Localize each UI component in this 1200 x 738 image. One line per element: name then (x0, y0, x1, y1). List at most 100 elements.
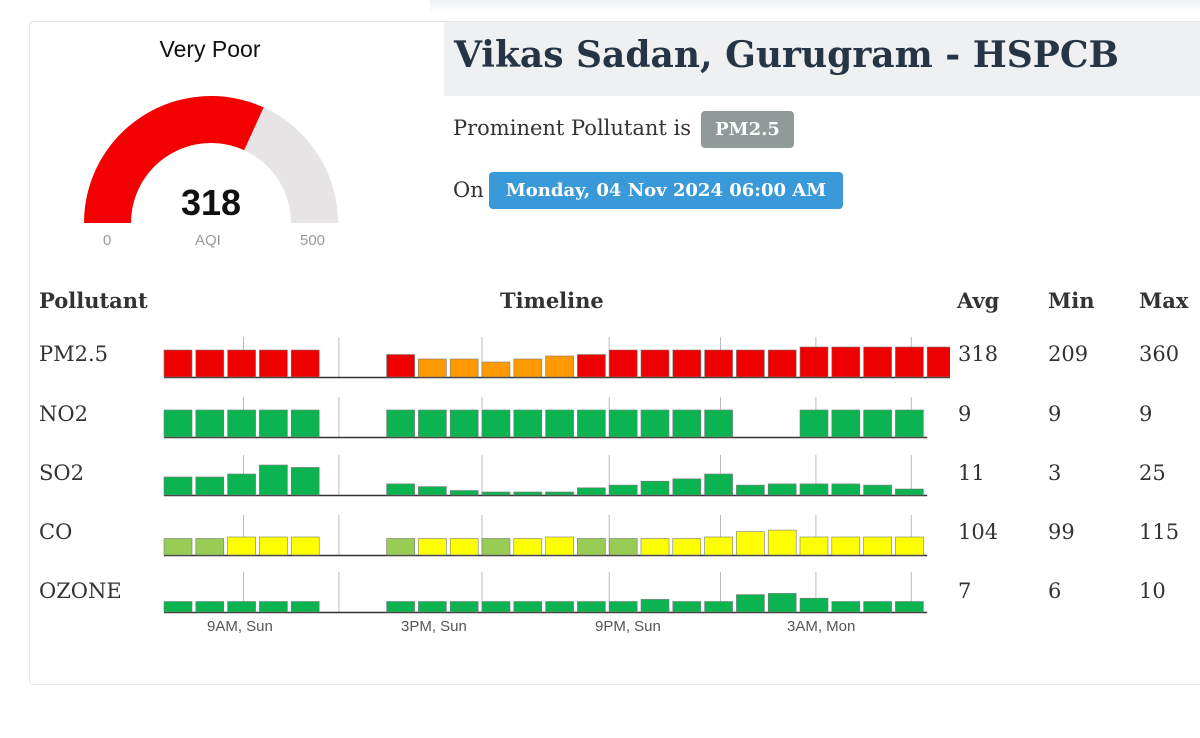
pm25-bar[interactable] (767, 349, 797, 378)
co-bar[interactable] (513, 538, 543, 556)
pm25-bar[interactable] (704, 349, 733, 378)
pm25-bar[interactable] (863, 346, 892, 378)
ozone-bar[interactable] (736, 594, 765, 613)
co-bar[interactable] (736, 531, 765, 556)
so2-bar[interactable] (513, 491, 543, 496)
co-bar[interactable] (163, 538, 193, 556)
pm25-bar[interactable] (449, 358, 479, 378)
ozone-bar[interactable] (290, 601, 320, 613)
pm25-bar[interactable] (386, 354, 415, 378)
co-bar[interactable] (608, 538, 638, 556)
no2-bar[interactable] (386, 409, 415, 438)
so2-bar[interactable] (577, 487, 606, 496)
pm25-bar[interactable] (736, 349, 765, 378)
pm25-bar[interactable] (831, 346, 861, 378)
no2-bar[interactable] (799, 409, 829, 438)
so2-bar[interactable] (195, 476, 225, 496)
co-bar[interactable] (227, 536, 256, 556)
ozone-bar[interactable] (577, 601, 606, 613)
ozone-bar[interactable] (418, 601, 447, 613)
ozone-bar[interactable] (799, 597, 829, 613)
co-bar[interactable] (767, 529, 797, 556)
no2-bar[interactable] (227, 409, 256, 438)
no2-bar[interactable] (640, 409, 670, 438)
ozone-bar[interactable] (163, 601, 193, 613)
no2-bar[interactable] (608, 409, 638, 438)
pm25-bar[interactable] (481, 361, 511, 378)
co-bar[interactable] (290, 536, 320, 556)
co-bar[interactable] (449, 538, 479, 556)
ozone-bar[interactable] (640, 599, 670, 613)
so2-bar[interactable] (163, 476, 193, 496)
co-bar[interactable] (799, 536, 829, 556)
no2-bar[interactable] (704, 409, 733, 438)
so2-bar[interactable] (545, 491, 574, 496)
pm25-bar[interactable] (163, 349, 193, 378)
ozone-bar[interactable] (608, 601, 638, 613)
co-bar[interactable] (418, 538, 447, 556)
co-bar[interactable] (481, 538, 511, 556)
so2-bar[interactable] (608, 484, 638, 496)
ozone-bar[interactable] (704, 601, 733, 613)
so2-bar[interactable] (227, 473, 256, 496)
so2-bar[interactable] (386, 483, 415, 496)
pm25-bar[interactable] (259, 349, 288, 378)
so2-bar[interactable] (449, 490, 479, 496)
so2-bar[interactable] (895, 488, 924, 496)
pm25-bar[interactable] (290, 349, 320, 378)
ozone-bar[interactable] (545, 601, 574, 613)
ozone-bar[interactable] (831, 601, 861, 613)
co-bar[interactable] (640, 538, 670, 556)
pm25-bar[interactable] (926, 346, 950, 378)
ozone-bar[interactable] (672, 601, 702, 613)
ozone-bar[interactable] (767, 593, 797, 613)
so2-bar[interactable] (481, 491, 511, 496)
pm25-bar[interactable] (545, 355, 574, 378)
so2-bar[interactable] (831, 483, 861, 496)
pm25-bar[interactable] (195, 349, 225, 378)
co-bar[interactable] (386, 538, 415, 556)
so2-bar[interactable] (672, 478, 702, 496)
so2-bar[interactable] (290, 467, 320, 496)
ozone-bar[interactable] (895, 601, 924, 613)
co-bar[interactable] (577, 538, 606, 556)
ozone-bar[interactable] (449, 601, 479, 613)
co-bar[interactable] (672, 538, 702, 556)
co-bar[interactable] (259, 536, 288, 556)
pm25-bar[interactable] (672, 349, 702, 378)
no2-bar[interactable] (895, 409, 924, 438)
no2-bar[interactable] (481, 409, 511, 438)
pm25-bar[interactable] (513, 358, 543, 378)
ozone-bar[interactable] (481, 601, 511, 613)
pm25-bar[interactable] (640, 349, 670, 378)
no2-bar[interactable] (513, 409, 543, 438)
so2-bar[interactable] (259, 464, 288, 496)
ozone-bar[interactable] (227, 601, 256, 613)
no2-bar[interactable] (163, 409, 193, 438)
ozone-bar[interactable] (386, 601, 415, 613)
no2-bar[interactable] (259, 409, 288, 438)
no2-bar[interactable] (863, 409, 892, 438)
co-bar[interactable] (704, 536, 733, 556)
ozone-bar[interactable] (863, 601, 892, 613)
no2-bar[interactable] (577, 409, 606, 438)
pm25-bar[interactable] (227, 349, 256, 378)
co-bar[interactable] (831, 536, 861, 556)
so2-bar[interactable] (799, 483, 829, 496)
pm25-bar[interactable] (799, 346, 829, 378)
co-bar[interactable] (863, 536, 892, 556)
ozone-bar[interactable] (259, 601, 288, 613)
pm25-bar[interactable] (895, 346, 924, 378)
so2-bar[interactable] (863, 484, 892, 496)
co-bar[interactable] (545, 536, 574, 556)
no2-bar[interactable] (545, 409, 574, 438)
co-bar[interactable] (895, 536, 924, 556)
co-bar[interactable] (195, 538, 225, 556)
pm25-bar[interactable] (418, 358, 447, 378)
so2-bar[interactable] (767, 483, 797, 496)
no2-bar[interactable] (195, 409, 225, 438)
no2-bar[interactable] (672, 409, 702, 438)
so2-bar[interactable] (418, 486, 447, 496)
so2-bar[interactable] (640, 480, 670, 496)
no2-bar[interactable] (449, 409, 479, 438)
